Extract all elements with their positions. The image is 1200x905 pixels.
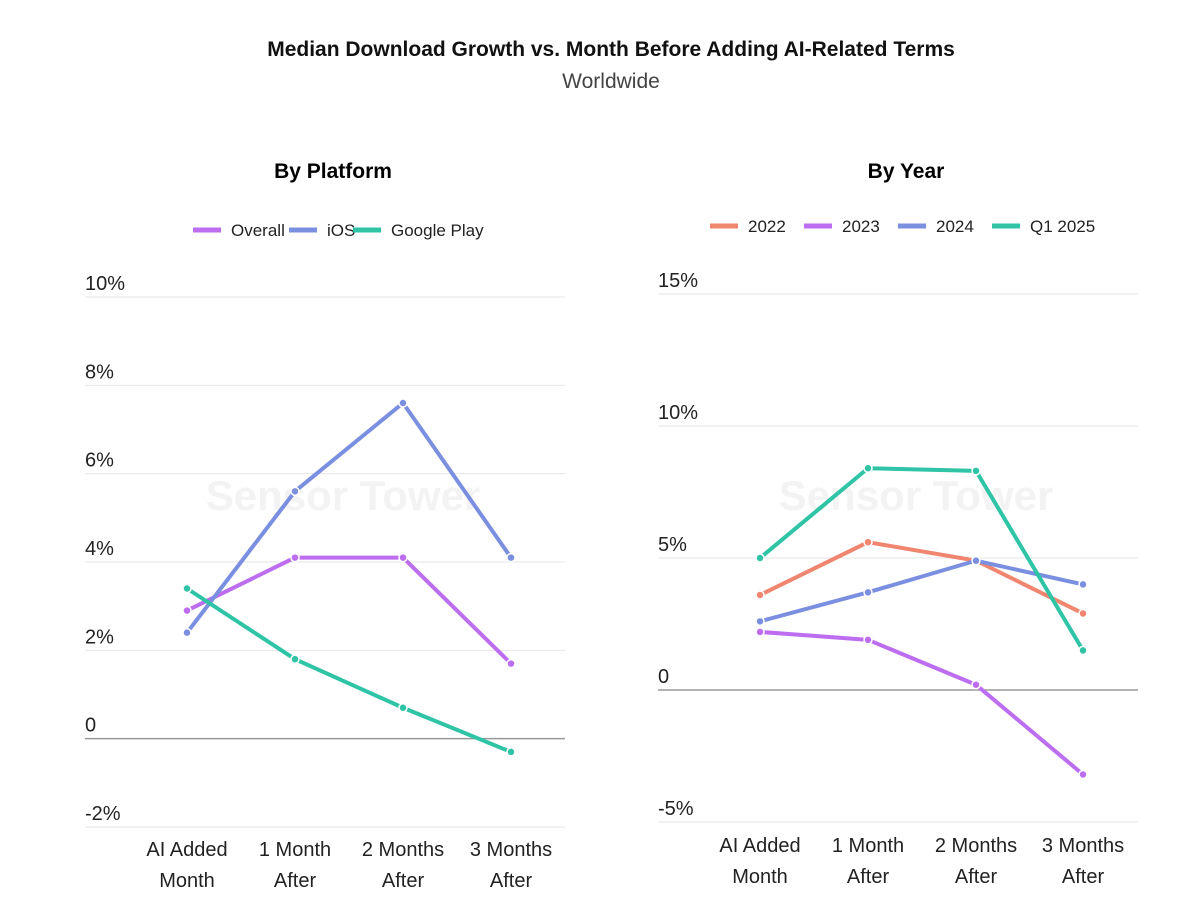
y-tick-label: 6%	[85, 450, 114, 472]
y-tick-label: 10%	[658, 402, 698, 424]
data-point	[182, 583, 192, 594]
series-line-overall	[186, 555, 513, 666]
panel-title: By Year	[868, 160, 945, 183]
panel-title: By Platform	[274, 160, 392, 183]
y-tick-label: 2%	[85, 626, 114, 648]
data-point	[863, 587, 873, 598]
data-point	[506, 658, 516, 669]
data-point	[506, 552, 516, 563]
chart-subtitle: Worldwide	[562, 70, 660, 93]
data-point	[398, 552, 408, 563]
y-tick-label: 0	[85, 715, 96, 737]
x-tick-label: 3 Months	[1042, 835, 1124, 857]
legend-label: Overall	[231, 221, 285, 240]
x-tick-label: After	[490, 870, 533, 892]
y-tick-label: 0	[658, 666, 669, 688]
y-tick-label: 4%	[85, 538, 114, 560]
data-point	[290, 552, 300, 563]
data-point	[398, 398, 408, 408]
panel-1: By Year -5% 0 5% 10% 15% AI Added Month 1 Month A…	[658, 160, 1138, 888]
x-tick-label: After	[1062, 866, 1105, 888]
data-point	[506, 747, 516, 757]
x-tick-label: Month	[159, 870, 215, 892]
x-tick-label: Month	[732, 866, 788, 888]
series-line-2024	[759, 558, 1084, 624]
watermark: Sensor Tower	[206, 472, 481, 519]
x-tick-label: 2 Months	[935, 835, 1017, 857]
y-tick-label: 15%	[658, 270, 698, 292]
data-point	[863, 635, 873, 645]
series-line-q1-2025	[758, 466, 1085, 652]
data-point	[971, 679, 981, 690]
x-tick-label: AI Added	[146, 839, 227, 861]
data-point	[971, 555, 981, 566]
data-point	[755, 553, 765, 563]
y-tick-label: 5%	[658, 534, 687, 556]
panel-0: By Platform -2% 0 2% 4% 6% 8% 10% AI Added Month 1…	[85, 160, 565, 892]
x-tick-label: After	[847, 866, 890, 888]
y-tick-label: 8%	[85, 361, 114, 383]
legend-label: iOS	[327, 221, 355, 240]
x-tick-label: 1 Month	[832, 835, 904, 857]
data-point	[182, 627, 192, 638]
data-point	[863, 463, 873, 473]
legend-label: 2024	[936, 217, 974, 236]
legend-label: 2022	[748, 217, 786, 236]
series-line-2023	[759, 629, 1085, 777]
data-point	[971, 466, 981, 476]
data-point	[290, 486, 300, 497]
data-point	[755, 627, 765, 637]
x-tick-label: AI Added	[719, 835, 800, 857]
series-line-2022	[759, 540, 1084, 616]
chart-title: Median Download Growth vs. Month Before …	[267, 38, 955, 61]
legend-label: Q1 2025	[1030, 217, 1095, 236]
x-tick-label: 3 Months	[470, 839, 552, 861]
legend-label: Google Play	[391, 221, 484, 240]
data-point	[290, 654, 300, 664]
series-line-ios	[185, 401, 513, 634]
x-tick-label: 1 Month	[259, 839, 331, 861]
data-point	[863, 537, 873, 547]
y-tick-label: 10%	[85, 273, 125, 295]
series-line-google-play	[185, 586, 512, 754]
data-point	[755, 616, 765, 627]
x-tick-label: After	[955, 866, 998, 888]
data-point	[1078, 769, 1088, 780]
watermark: Sensor Tower	[779, 472, 1054, 519]
x-tick-label: After	[382, 870, 425, 892]
y-tick-label: -2%	[85, 803, 121, 825]
data-point	[1078, 579, 1088, 590]
x-tick-label: After	[274, 870, 317, 892]
x-tick-label: 2 Months	[362, 839, 444, 861]
legend-label: 2023	[842, 217, 880, 236]
data-point	[755, 590, 765, 600]
data-point	[182, 605, 192, 616]
data-point	[1078, 645, 1088, 656]
data-point	[1078, 608, 1088, 619]
data-point	[398, 703, 408, 713]
y-tick-label: -5%	[658, 798, 694, 820]
